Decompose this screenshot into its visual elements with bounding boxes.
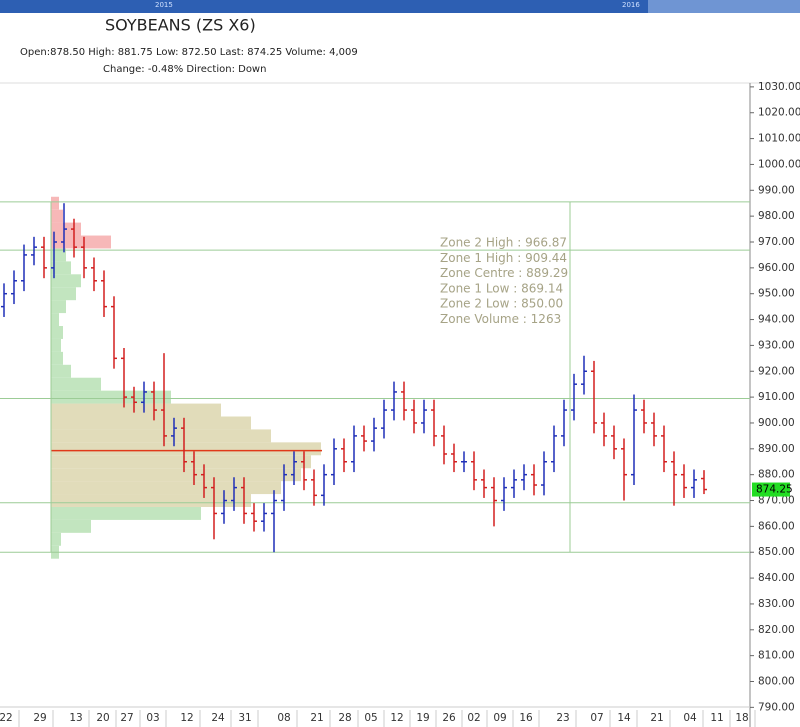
x-tick-label: 05 bbox=[364, 712, 377, 724]
profile-bar bbox=[51, 481, 281, 495]
y-tick-label: 890.00 bbox=[758, 443, 795, 455]
y-tick-label: 1030.00 bbox=[758, 81, 800, 93]
profile-bar bbox=[51, 429, 271, 443]
y-tick-label: 830.00 bbox=[758, 598, 795, 610]
y-tick-label: 790.00 bbox=[758, 701, 795, 713]
x-tick-label: 03 bbox=[146, 712, 159, 724]
x-tick-label: 26 bbox=[442, 712, 456, 724]
navigator[interactable] bbox=[0, 0, 648, 13]
profile-bar bbox=[51, 519, 91, 533]
y-tick-label: 980.00 bbox=[758, 210, 795, 222]
profile-bar bbox=[51, 403, 221, 417]
y-tick-label: 940.00 bbox=[758, 314, 795, 326]
zone-label: Zone 1 Low : 869.14 bbox=[440, 281, 563, 295]
x-tick-label: 02 bbox=[467, 712, 480, 724]
y-tick-label: 880.00 bbox=[758, 469, 795, 481]
y-tick-label: 910.00 bbox=[758, 391, 795, 403]
x-tick-label: 14 bbox=[617, 712, 631, 724]
x-tick-label: 23 bbox=[556, 712, 569, 724]
y-tick-label: 920.00 bbox=[758, 365, 795, 377]
profile-bar bbox=[51, 455, 311, 469]
profile-bar bbox=[51, 235, 111, 249]
x-tick-label: 24 bbox=[211, 712, 225, 724]
y-tick-label: 990.00 bbox=[758, 184, 795, 196]
y-tick-label: 820.00 bbox=[758, 624, 795, 636]
y-tick-label: 900.00 bbox=[758, 417, 795, 429]
y-tick-label: 810.00 bbox=[758, 650, 795, 662]
zone-label: Zone Centre : 889.29 bbox=[440, 266, 568, 280]
x-tick-label: 20 bbox=[96, 712, 109, 724]
x-tick-label: 07 bbox=[590, 712, 603, 724]
x-tick-label: 04 bbox=[683, 712, 697, 724]
profile-bar bbox=[51, 338, 61, 352]
zone-label: Zone 2 Low : 850.00 bbox=[440, 297, 563, 311]
y-tick-label: 960.00 bbox=[758, 262, 795, 274]
x-tick-label: 27 bbox=[120, 712, 133, 724]
profile-bar bbox=[51, 326, 63, 339]
profile-bar bbox=[51, 506, 201, 520]
y-tick-label: 1020.00 bbox=[758, 107, 800, 119]
y-tick-label: 860.00 bbox=[758, 520, 795, 532]
profile-bar bbox=[51, 274, 81, 288]
x-tick-label: 13 bbox=[69, 712, 82, 724]
navigator-label: 2016 bbox=[622, 1, 640, 9]
x-tick-label: 21 bbox=[310, 712, 323, 724]
profile-bar bbox=[51, 416, 251, 430]
x-tick-label: 19 bbox=[416, 712, 429, 724]
info-line: Change: -0.48% Direction: Down bbox=[103, 64, 266, 75]
profile-bar bbox=[51, 351, 63, 365]
x-tick-label: 08 bbox=[277, 712, 290, 724]
x-tick-label: 18 bbox=[735, 712, 748, 724]
profile-bar bbox=[51, 261, 71, 275]
profile-bar bbox=[51, 287, 76, 301]
x-tick-label: 09 bbox=[493, 712, 506, 724]
profile-bar bbox=[51, 300, 66, 314]
profile-bar bbox=[51, 442, 321, 456]
profile-bar bbox=[51, 468, 301, 482]
zone-label: Zone 1 High : 909.44 bbox=[440, 251, 567, 265]
y-tick-label: 1010.00 bbox=[758, 133, 800, 145]
info-line: Open:878.50 High: 881.75 Low: 872.50 Las… bbox=[20, 47, 358, 58]
profile-bar bbox=[51, 377, 101, 391]
profile-bar bbox=[51, 532, 61, 546]
x-tick-label: 22 bbox=[0, 712, 13, 724]
x-tick-label: 16 bbox=[519, 712, 533, 724]
profile-bar bbox=[51, 494, 251, 507]
profile-bar bbox=[51, 313, 59, 327]
y-tick-label: 870.00 bbox=[758, 495, 795, 507]
x-tick-label: 28 bbox=[338, 712, 351, 724]
y-tick-label: 930.00 bbox=[758, 339, 795, 351]
profile-bar bbox=[51, 390, 171, 404]
x-tick-label: 11 bbox=[710, 712, 723, 724]
last-price-tag bbox=[752, 482, 790, 497]
navigator-rest bbox=[648, 0, 800, 13]
y-tick-label: 950.00 bbox=[758, 288, 795, 300]
x-tick-label: 29 bbox=[33, 712, 46, 724]
chart-title: SOYBEANS (ZS X6) bbox=[105, 16, 256, 35]
x-tick-label: 12 bbox=[390, 712, 403, 724]
zone-label: Zone Volume : 1263 bbox=[440, 312, 561, 326]
x-tick-label: 12 bbox=[180, 712, 193, 724]
y-tick-label: 840.00 bbox=[758, 572, 795, 584]
x-tick-label: 21 bbox=[650, 712, 663, 724]
profile-bar bbox=[51, 196, 59, 210]
y-tick-label: 800.00 bbox=[758, 675, 795, 687]
y-tick-label: 850.00 bbox=[758, 546, 795, 558]
last-price-label: 874.25 bbox=[756, 484, 793, 496]
navigator-label: 2015 bbox=[155, 1, 173, 9]
y-tick-label: 970.00 bbox=[758, 236, 795, 248]
profile-bar bbox=[51, 209, 63, 223]
zone-label: Zone 2 High : 966.87 bbox=[440, 236, 567, 250]
y-tick-label: 1000.00 bbox=[758, 158, 800, 170]
x-tick-label: 31 bbox=[238, 712, 251, 724]
profile-bar bbox=[51, 364, 71, 378]
